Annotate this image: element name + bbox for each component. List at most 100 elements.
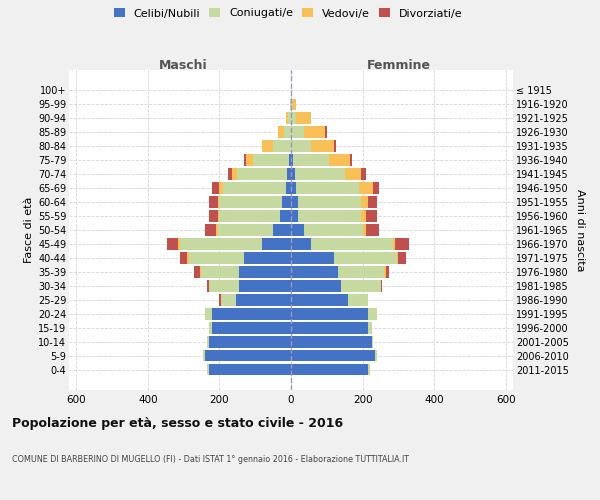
Bar bbox=[361, 168, 366, 180]
Bar bbox=[207, 364, 209, 376]
Bar bbox=[368, 322, 371, 334]
Bar bbox=[218, 224, 273, 235]
Bar bbox=[167, 238, 178, 250]
Bar bbox=[291, 140, 311, 152]
Bar bbox=[246, 154, 253, 166]
Bar bbox=[345, 168, 361, 180]
Bar bbox=[180, 252, 187, 264]
Bar bbox=[207, 336, 209, 347]
Bar bbox=[273, 140, 291, 152]
Bar bbox=[209, 336, 291, 347]
Bar bbox=[298, 196, 361, 208]
Bar bbox=[205, 224, 216, 235]
Bar bbox=[375, 350, 377, 362]
Y-axis label: Anni di nascita: Anni di nascita bbox=[575, 188, 586, 271]
Legend: Celibi/Nubili, Coniugati/e, Vedovi/e, Divorziati/e: Celibi/Nubili, Coniugati/e, Vedovi/e, Di… bbox=[113, 8, 463, 18]
Bar bbox=[371, 336, 373, 347]
Bar bbox=[178, 238, 180, 250]
Bar bbox=[284, 126, 291, 138]
Bar bbox=[286, 182, 291, 194]
Bar bbox=[361, 210, 366, 222]
Bar bbox=[291, 238, 311, 250]
Bar bbox=[291, 280, 341, 291]
Text: Popolazione per età, sesso e stato civile - 2016: Popolazione per età, sesso e stato civil… bbox=[12, 418, 343, 430]
Bar bbox=[291, 112, 296, 124]
Bar bbox=[223, 182, 286, 194]
Bar bbox=[291, 364, 368, 376]
Bar bbox=[203, 350, 205, 362]
Bar bbox=[212, 322, 291, 334]
Bar bbox=[209, 364, 291, 376]
Bar bbox=[291, 210, 298, 222]
Bar bbox=[216, 224, 218, 235]
Bar bbox=[187, 252, 189, 264]
Bar bbox=[205, 350, 291, 362]
Bar bbox=[209, 322, 212, 334]
Bar bbox=[293, 154, 329, 166]
Bar bbox=[395, 238, 409, 250]
Bar bbox=[235, 294, 291, 306]
Bar bbox=[212, 182, 220, 194]
Bar bbox=[189, 252, 244, 264]
Bar bbox=[298, 210, 361, 222]
Bar bbox=[311, 238, 393, 250]
Bar bbox=[291, 336, 371, 347]
Bar bbox=[380, 280, 382, 291]
Bar bbox=[334, 252, 397, 264]
Bar bbox=[232, 168, 237, 180]
Bar bbox=[386, 266, 389, 278]
Text: Maschi: Maschi bbox=[159, 59, 208, 72]
Bar bbox=[304, 224, 362, 235]
Bar bbox=[220, 182, 223, 194]
Bar bbox=[202, 266, 239, 278]
Bar bbox=[229, 168, 232, 180]
Bar bbox=[220, 196, 282, 208]
Bar bbox=[398, 252, 406, 264]
Bar bbox=[262, 238, 291, 250]
Bar bbox=[296, 182, 359, 194]
Bar bbox=[212, 308, 291, 320]
Bar bbox=[361, 196, 368, 208]
Y-axis label: Fasce di età: Fasce di età bbox=[23, 197, 34, 263]
Bar bbox=[288, 112, 291, 124]
Bar bbox=[295, 168, 345, 180]
Bar bbox=[262, 140, 273, 152]
Bar bbox=[293, 98, 296, 110]
Bar bbox=[221, 294, 235, 306]
Bar bbox=[239, 266, 291, 278]
Bar bbox=[239, 280, 291, 291]
Bar bbox=[209, 280, 239, 291]
Bar bbox=[350, 154, 352, 166]
Bar bbox=[348, 294, 368, 306]
Bar bbox=[244, 252, 291, 264]
Bar bbox=[237, 168, 287, 180]
Bar bbox=[373, 182, 379, 194]
Bar bbox=[397, 252, 398, 264]
Bar bbox=[280, 210, 291, 222]
Bar bbox=[291, 350, 375, 362]
Bar bbox=[291, 154, 293, 166]
Bar bbox=[359, 182, 373, 194]
Bar bbox=[244, 154, 246, 166]
Bar bbox=[290, 98, 291, 110]
Bar bbox=[291, 322, 368, 334]
Bar bbox=[368, 196, 377, 208]
Bar bbox=[291, 266, 338, 278]
Bar bbox=[291, 182, 296, 194]
Bar bbox=[218, 196, 220, 208]
Bar bbox=[180, 238, 262, 250]
Bar bbox=[341, 280, 380, 291]
Bar bbox=[194, 266, 200, 278]
Bar bbox=[393, 238, 395, 250]
Bar bbox=[334, 140, 336, 152]
Bar bbox=[291, 224, 304, 235]
Bar bbox=[304, 126, 325, 138]
Bar bbox=[291, 252, 334, 264]
Bar bbox=[220, 210, 280, 222]
Bar bbox=[273, 224, 291, 235]
Bar bbox=[200, 266, 202, 278]
Bar bbox=[311, 140, 334, 152]
Bar bbox=[205, 308, 212, 320]
Bar bbox=[289, 154, 291, 166]
Bar bbox=[291, 294, 348, 306]
